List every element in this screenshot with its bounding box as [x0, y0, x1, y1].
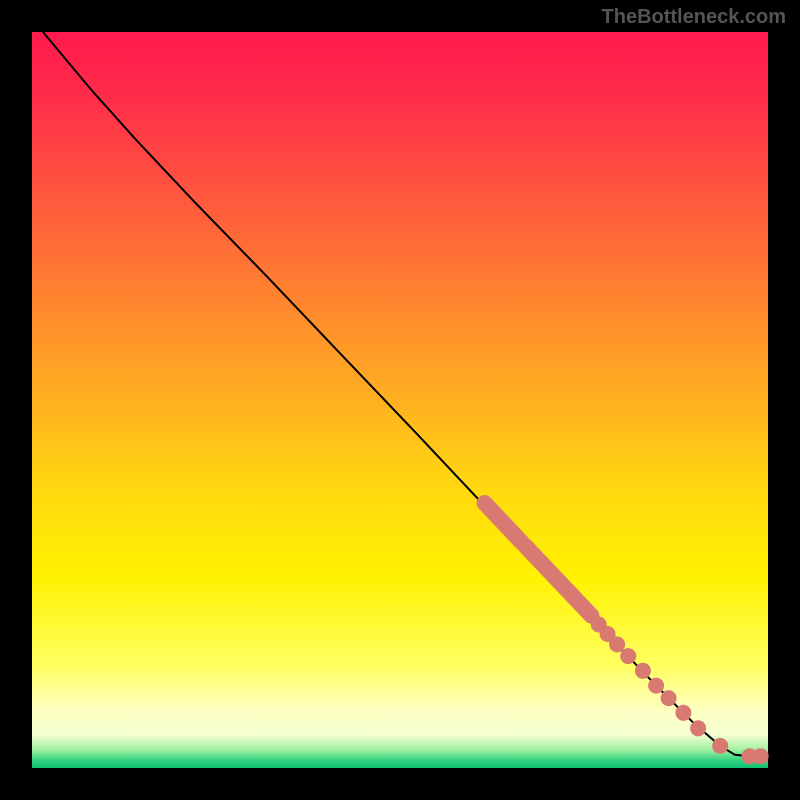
marker-circle [620, 648, 636, 664]
marker-circle [712, 738, 728, 754]
marker-circle [661, 690, 677, 706]
marker-circle [609, 636, 625, 652]
marker-capsule [485, 503, 522, 542]
marker-circle [690, 720, 706, 736]
watermark-text: TheBottleneck.com [602, 6, 786, 29]
marker-circle [753, 748, 769, 764]
data-markers [485, 503, 769, 764]
curve-path [43, 32, 761, 756]
marker-circle [675, 705, 691, 721]
chart-svg-overlay [0, 0, 800, 800]
bottleneck-curve [43, 32, 761, 756]
marker-circle [635, 663, 651, 679]
marker-circle [648, 678, 664, 694]
marker-capsule [525, 546, 591, 616]
